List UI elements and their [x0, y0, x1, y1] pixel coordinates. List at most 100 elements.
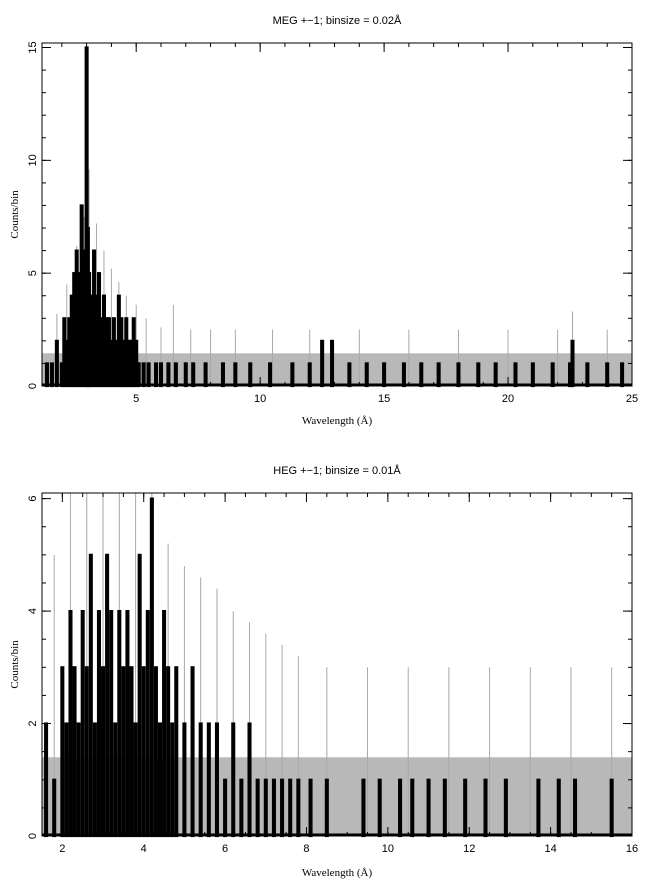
count-bar — [290, 362, 295, 388]
y-tick-label: 5 — [27, 270, 39, 276]
count-bar — [191, 362, 196, 388]
plot-frame — [41, 42, 633, 387]
count-bar — [174, 666, 179, 838]
x-tick-label: 2 — [59, 843, 65, 855]
x-tick-label: 14 — [544, 843, 556, 855]
chart-title: HEG +−1; binsize = 0.01Å — [273, 464, 401, 477]
count-bar — [146, 362, 151, 388]
count-bar — [268, 362, 273, 388]
count-bar — [609, 778, 614, 838]
count-bar — [248, 362, 253, 388]
count-bar — [493, 362, 498, 388]
count-bar — [255, 778, 260, 838]
count-bar — [330, 339, 335, 388]
count-bar — [92, 722, 97, 838]
x-tick-label: 10 — [382, 843, 394, 855]
count-bar — [271, 778, 276, 838]
x-tick-label: 8 — [303, 843, 309, 855]
count-bar — [442, 778, 447, 838]
count-bar — [121, 666, 126, 838]
count-bar — [60, 666, 65, 838]
count-bar — [361, 778, 366, 838]
x-tick-label: 6 — [222, 843, 228, 855]
count-bar — [49, 362, 54, 388]
count-bar — [556, 778, 561, 838]
count-bar — [536, 778, 541, 838]
y-tick-label: 2 — [27, 720, 39, 726]
count-bar — [214, 722, 219, 838]
count-bar — [96, 609, 101, 838]
count-bar — [133, 722, 138, 838]
count-bar — [137, 553, 142, 838]
count-bar — [54, 339, 59, 388]
count-bar — [190, 666, 195, 838]
count-bar — [145, 609, 150, 838]
chart-panel-2: 2 4 6 8 10 12 14 16 0 2 4 6 HEG +−1; binsize = 0.01Å… — [9, 464, 638, 879]
count-bar — [247, 722, 252, 838]
count-bar — [620, 362, 625, 388]
count-bar — [153, 666, 158, 838]
count-bar — [154, 362, 159, 388]
count-bar — [72, 666, 77, 838]
y-tick-label: 0 — [27, 383, 39, 389]
count-bar — [203, 362, 208, 388]
count-bar — [113, 722, 118, 838]
count-bar — [288, 778, 293, 838]
count-bar — [173, 362, 178, 388]
count-bar — [550, 362, 555, 388]
count-bar — [206, 722, 211, 838]
count-bar — [84, 666, 89, 838]
y-axis-label: Counts/bin — [9, 190, 21, 239]
count-bar — [157, 722, 163, 838]
count-bar — [76, 722, 81, 838]
chart-panel-1: 5 10 15 20 25 0 5 10 15 MEG +−1; binsize = 0.02Å W… — [9, 14, 638, 427]
y-tick-label: 15 — [27, 41, 39, 53]
count-bar — [426, 778, 431, 838]
x-tick-label: 4 — [141, 843, 147, 855]
count-bar — [263, 778, 268, 838]
count-bar — [463, 778, 468, 838]
count-bar — [239, 778, 244, 838]
count-bar — [324, 778, 329, 838]
x-tick-label: 25 — [626, 393, 638, 405]
count-bar — [101, 666, 106, 838]
count-bar — [320, 339, 325, 388]
count-bar — [410, 778, 415, 838]
count-bar — [166, 362, 171, 388]
count-bar — [570, 339, 575, 388]
count-bar — [125, 609, 130, 838]
count-bar — [166, 666, 171, 838]
x-axis-label: Wavelength (Å) — [302, 415, 373, 427]
count-bar — [105, 553, 110, 838]
plot-frame — [41, 492, 633, 837]
count-bar — [398, 778, 403, 838]
x-tick-label: 10 — [254, 393, 266, 405]
count-bar — [129, 666, 134, 838]
count-bar — [476, 362, 481, 388]
count-bar — [117, 609, 122, 838]
count-bar — [308, 778, 313, 838]
x-tick-label: 15 — [378, 393, 390, 405]
count-bar — [198, 722, 203, 838]
y-tick-label: 6 — [27, 496, 39, 502]
count-bar — [220, 362, 225, 388]
count-bar — [503, 778, 508, 838]
x-axis-label: Wavelength (Å) — [302, 867, 373, 879]
count-bar — [573, 778, 578, 838]
count-bar — [141, 362, 146, 388]
y-axis-label: Counts/bin — [9, 640, 21, 689]
y-tick-label: 0 — [27, 833, 39, 839]
x-tick-label: 20 — [502, 393, 514, 405]
x-tick-label: 16 — [626, 843, 638, 855]
count-bar — [68, 609, 73, 838]
count-bar — [513, 362, 518, 388]
count-bar — [52, 778, 57, 838]
count-bar — [162, 609, 167, 838]
count-bar — [80, 609, 85, 838]
count-bar — [436, 362, 441, 388]
count-bar — [182, 722, 187, 838]
y-tick-label: 10 — [27, 154, 39, 166]
x-tick-label: 12 — [463, 843, 475, 855]
x-tick-label: 5 — [133, 393, 139, 405]
